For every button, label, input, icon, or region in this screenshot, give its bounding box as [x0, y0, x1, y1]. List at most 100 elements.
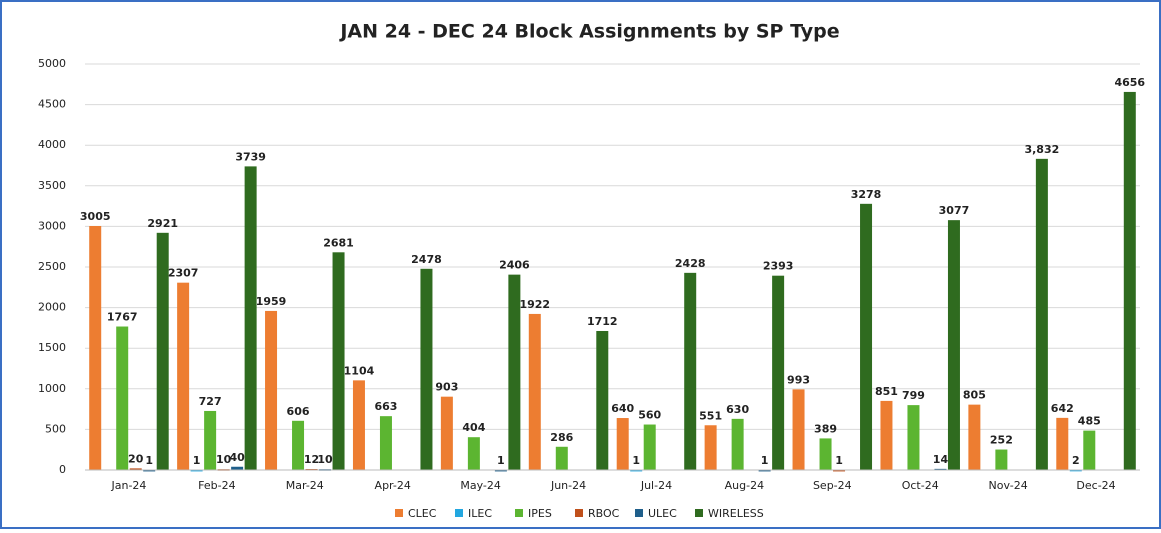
value-label: 485: [1078, 415, 1101, 428]
bar: [630, 469, 643, 472]
value-label: 3077: [939, 204, 970, 217]
bar: [643, 424, 656, 470]
y-tick-label: 3500: [38, 179, 66, 192]
value-label: 1: [193, 454, 201, 467]
value-label: 10: [216, 453, 232, 466]
bar: [772, 275, 785, 470]
value-label: 1: [497, 454, 505, 467]
value-label: 389: [814, 422, 837, 435]
value-label: 3005: [80, 210, 111, 223]
bar: [244, 166, 257, 471]
value-label: 40: [229, 451, 245, 464]
bar: [494, 469, 507, 472]
bar: [89, 225, 102, 470]
y-tick-label: 1500: [38, 341, 66, 354]
value-label: 1: [835, 454, 843, 467]
legend-label: IPES: [528, 507, 552, 520]
legend-swatch: [635, 509, 643, 517]
legend-swatch: [395, 509, 403, 517]
bar: [907, 405, 920, 470]
value-label: 2307: [168, 267, 199, 280]
bar: [467, 437, 480, 470]
chart-title: JAN 24 - DEC 24 Block Assignments by SP …: [338, 21, 839, 43]
y-tick-label: 1000: [38, 382, 66, 395]
legend-label: RBOC: [588, 507, 620, 520]
bar: [420, 268, 433, 470]
x-tick-label: Jan-24: [110, 479, 146, 492]
bar: [968, 404, 981, 470]
bar: [116, 326, 129, 470]
value-label: 2681: [323, 236, 354, 249]
bar: [265, 310, 278, 470]
value-label: 630: [726, 403, 749, 416]
value-label: 993: [787, 373, 810, 386]
bar: [947, 220, 960, 470]
x-tick-label: Apr-24: [375, 479, 411, 492]
value-label: 1104: [344, 364, 375, 377]
value-label: 1922: [519, 298, 550, 311]
bar: [190, 469, 203, 472]
value-label: 2393: [763, 260, 794, 273]
bar: [596, 330, 609, 470]
bar: [177, 282, 190, 470]
bar: [833, 469, 846, 472]
bar: [860, 203, 873, 470]
bar: [379, 416, 392, 470]
x-tick-label: May-24: [460, 479, 501, 492]
bar: [731, 418, 744, 470]
value-label: 640: [611, 402, 634, 415]
x-tick-label: Jul-24: [640, 479, 672, 492]
bar: [292, 420, 305, 470]
x-tick-label: Mar-24: [286, 479, 324, 492]
value-label: 799: [902, 389, 925, 402]
legend-swatch: [455, 509, 463, 517]
value-label: 663: [374, 400, 397, 413]
bar: [758, 469, 771, 472]
bar: [1069, 469, 1082, 472]
value-label: 12: [304, 453, 319, 466]
y-tick-label: 0: [59, 463, 66, 476]
legend-swatch: [575, 509, 583, 517]
bar: [332, 252, 345, 470]
value-label: 1712: [587, 315, 618, 328]
bar: [792, 389, 805, 470]
x-tick-label: Jun-24: [550, 479, 586, 492]
x-tick-label: Dec-24: [1076, 479, 1115, 492]
bar: [129, 468, 142, 470]
value-label: 14: [933, 453, 949, 466]
bar: [528, 313, 541, 470]
value-label: 2: [1072, 454, 1080, 467]
value-label: 2428: [675, 257, 706, 270]
value-label: 606: [287, 405, 310, 418]
x-tick-label: Feb-24: [198, 479, 235, 492]
value-label: 252: [990, 434, 1013, 447]
legend-label: ILEC: [468, 507, 492, 520]
value-label: 1767: [107, 311, 138, 324]
value-label: 727: [199, 395, 222, 408]
value-label: 2406: [499, 259, 530, 272]
legend-swatch: [515, 509, 523, 517]
y-tick-label: 3000: [38, 219, 66, 232]
value-label: 560: [638, 409, 661, 422]
value-label: 1: [632, 454, 640, 467]
value-label: 3,832: [1024, 143, 1059, 156]
value-label: 10: [317, 453, 333, 466]
value-label: 1959: [256, 295, 287, 308]
legend-label: WIRELESS: [708, 507, 764, 520]
y-tick-label: 2000: [38, 301, 66, 314]
value-label: 20: [128, 452, 144, 465]
x-tick-label: Aug-24: [725, 479, 764, 492]
bar: [555, 446, 568, 470]
value-label: 851: [875, 385, 898, 398]
value-label: 2921: [147, 217, 178, 230]
bar: [995, 449, 1008, 470]
bar: [1083, 430, 1096, 470]
bar: [143, 469, 156, 472]
bar: [352, 380, 365, 470]
bar: [204, 410, 217, 470]
value-label: 404: [462, 421, 485, 434]
bar: [156, 232, 169, 470]
value-label: 2478: [411, 253, 442, 266]
